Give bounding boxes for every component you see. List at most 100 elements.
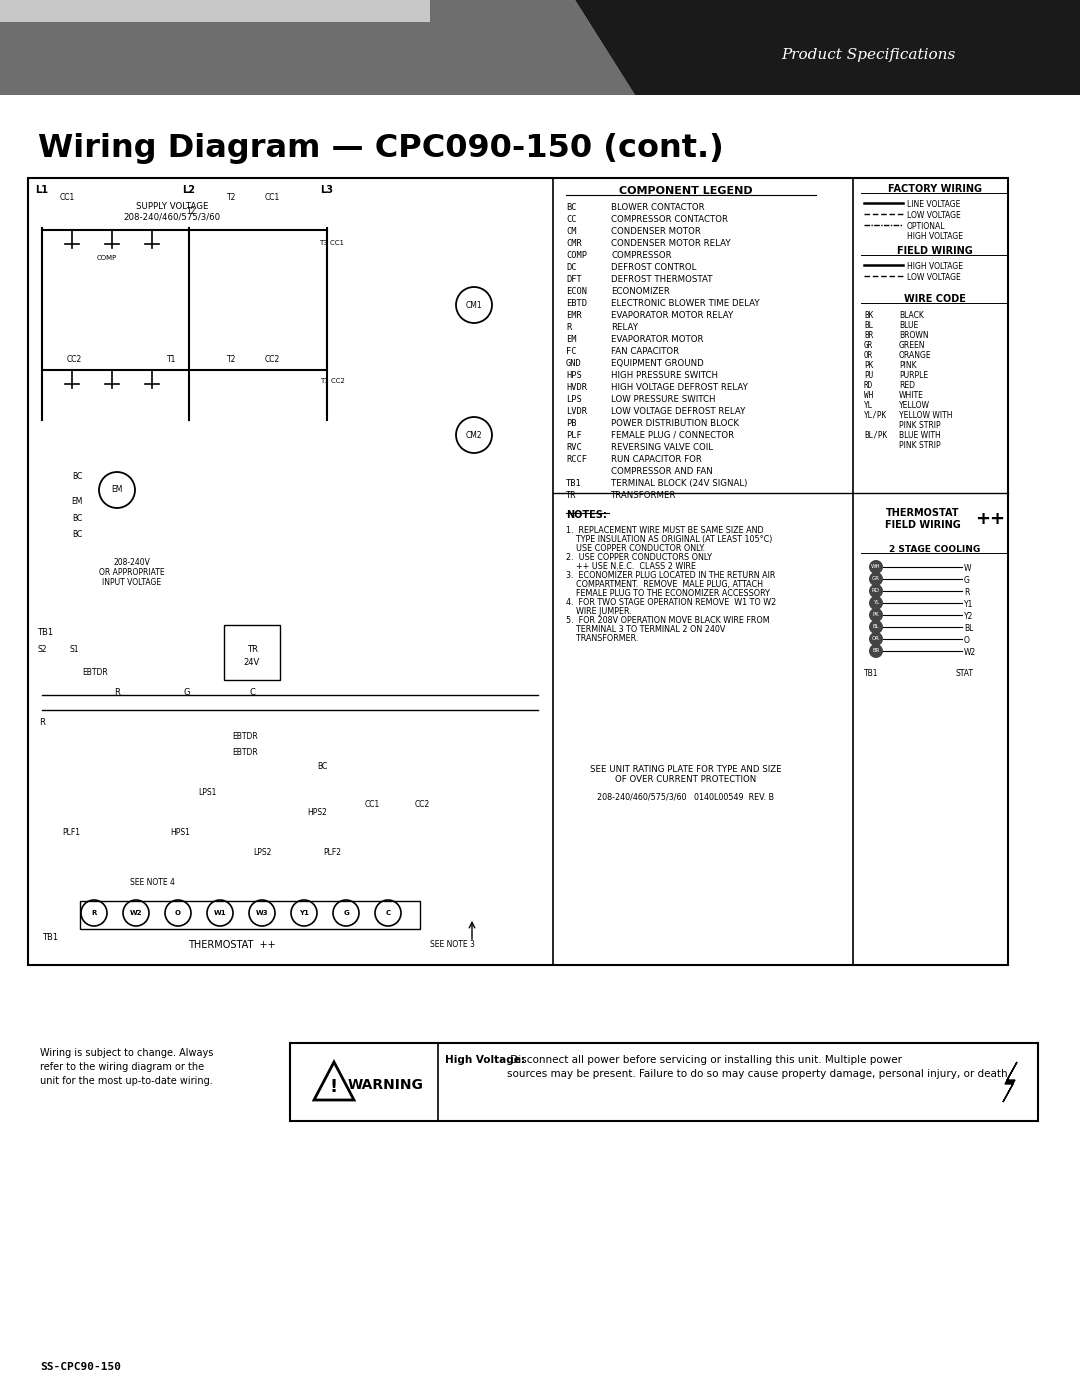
Text: COMP: COMP (97, 256, 117, 261)
Text: WARNING: WARNING (348, 1078, 424, 1092)
Text: GR: GR (872, 577, 880, 581)
Text: LOW VOLTAGE: LOW VOLTAGE (907, 272, 961, 282)
Text: CC2: CC2 (265, 355, 280, 365)
Text: LPS1: LPS1 (198, 788, 216, 798)
Text: BC: BC (566, 203, 577, 212)
Text: T3 CC1: T3 CC1 (320, 240, 345, 246)
Text: 2.  USE COPPER CONDUCTORS ONLY: 2. USE COPPER CONDUCTORS ONLY (566, 553, 712, 562)
Text: CC1: CC1 (59, 193, 75, 203)
Text: PU: PU (864, 372, 874, 380)
Text: YL: YL (873, 601, 879, 605)
Text: ++ USE N.E.C.  CLASS 2 WIRE: ++ USE N.E.C. CLASS 2 WIRE (566, 562, 696, 571)
Text: BC: BC (316, 761, 327, 771)
Text: EVAPORATOR MOTOR RELAY: EVAPORATOR MOTOR RELAY (611, 312, 733, 320)
Text: SEE NOTE 4: SEE NOTE 4 (130, 877, 175, 887)
Text: Y2: Y2 (964, 612, 973, 622)
Text: S2: S2 (37, 645, 46, 654)
Text: G: G (184, 687, 190, 697)
Text: TB1: TB1 (37, 629, 53, 637)
Text: RED: RED (899, 381, 915, 390)
Bar (28, 177, 1008, 965)
Text: RVC: RVC (566, 443, 582, 453)
Text: CMR: CMR (566, 239, 582, 249)
Text: COMP: COMP (566, 251, 588, 260)
Text: FACTORY WIRING: FACTORY WIRING (888, 184, 982, 194)
Text: Y1: Y1 (299, 909, 309, 916)
Text: CONDENSER MOTOR: CONDENSER MOTOR (611, 226, 701, 236)
Text: HPS1: HPS1 (170, 828, 190, 837)
Text: HVDR: HVDR (566, 383, 588, 393)
Text: TB1: TB1 (864, 669, 878, 678)
Text: OR APPROPRIATE: OR APPROPRIATE (99, 569, 165, 577)
Bar (80, 901, 420, 929)
Text: WH: WH (864, 391, 874, 400)
Text: TYPE INSULATION AS ORIGINAL (AT LEAST 105°C): TYPE INSULATION AS ORIGINAL (AT LEAST 10… (566, 535, 772, 543)
Text: LINE VOLTAGE: LINE VOLTAGE (907, 200, 960, 210)
Text: COMPRESSOR CONTACTOR: COMPRESSOR CONTACTOR (611, 215, 728, 224)
Text: BL: BL (964, 624, 973, 633)
Text: BC: BC (72, 514, 82, 522)
Polygon shape (0, 0, 635, 95)
Text: L1: L1 (36, 184, 49, 196)
Text: RD: RD (864, 381, 874, 390)
Text: DC: DC (566, 263, 577, 272)
Text: FEMALE PLUG / CONNECTOR: FEMALE PLUG / CONNECTOR (611, 432, 734, 440)
Text: T2: T2 (227, 355, 237, 365)
Text: EM: EM (71, 497, 83, 506)
Text: 3.  ECONOMIZER PLUG LOCATED IN THE RETURN AIR: 3. ECONOMIZER PLUG LOCATED IN THE RETURN… (566, 571, 775, 580)
Text: W3: W3 (256, 909, 268, 916)
Text: SEE UNIT RATING PLATE FOR TYPE AND SIZE: SEE UNIT RATING PLATE FOR TYPE AND SIZE (590, 766, 782, 774)
Text: COMPRESSOR AND FAN: COMPRESSOR AND FAN (611, 467, 713, 476)
Text: TERMINAL 3 TO TERMINAL 2 ON 240V: TERMINAL 3 TO TERMINAL 2 ON 240V (566, 624, 726, 634)
Circle shape (869, 597, 883, 610)
Text: TB1: TB1 (42, 933, 58, 942)
Text: PINK STRIP: PINK STRIP (899, 441, 941, 450)
Text: BROWN: BROWN (899, 331, 929, 339)
Text: PINK STRIP: PINK STRIP (899, 420, 941, 430)
Text: DFT: DFT (566, 275, 582, 284)
Text: EMR: EMR (566, 312, 582, 320)
Text: CC2: CC2 (415, 800, 430, 809)
Text: BL: BL (864, 321, 874, 330)
Text: FIELD WIRING: FIELD WIRING (896, 246, 972, 256)
Text: HPS2: HPS2 (307, 807, 327, 817)
Polygon shape (314, 1062, 354, 1099)
Text: BL: BL (873, 624, 879, 630)
Text: 1.  REPLACEMENT WIRE MUST BE SAME SIZE AND: 1. REPLACEMENT WIRE MUST BE SAME SIZE AN… (566, 527, 764, 535)
Text: SS-CPC90-150: SS-CPC90-150 (40, 1362, 121, 1372)
Text: ORANGE: ORANGE (899, 351, 932, 360)
Text: GREEN: GREEN (899, 341, 926, 351)
Text: FEMALE PLUG TO THE ECONOMIZER ACCESSORY: FEMALE PLUG TO THE ECONOMIZER ACCESSORY (566, 590, 770, 598)
Text: T2: T2 (187, 207, 197, 217)
Text: BR: BR (864, 331, 874, 339)
Text: YL: YL (864, 401, 874, 409)
Text: L2: L2 (183, 184, 195, 196)
Text: BL/PK: BL/PK (864, 432, 887, 440)
Text: R: R (566, 323, 571, 332)
Text: DEFROST CONTROL: DEFROST CONTROL (611, 263, 697, 272)
Text: ELECTRONIC BLOWER TIME DELAY: ELECTRONIC BLOWER TIME DELAY (611, 299, 759, 307)
Text: R: R (114, 687, 120, 697)
Text: INPUT VOLTAGE: INPUT VOLTAGE (103, 578, 162, 587)
Text: ECONOMIZER: ECONOMIZER (611, 286, 670, 296)
Text: HIGH VOLTAGE: HIGH VOLTAGE (907, 263, 963, 271)
Text: YELLOW: YELLOW (899, 401, 930, 409)
Text: W1: W1 (214, 909, 227, 916)
Text: LPS2: LPS2 (253, 848, 271, 856)
Text: HIGH VOLTAGE DEFROST RELAY: HIGH VOLTAGE DEFROST RELAY (611, 383, 747, 393)
Text: CONDENSER MOTOR RELAY: CONDENSER MOTOR RELAY (611, 239, 731, 249)
Text: COMPONENT LEGEND: COMPONENT LEGEND (619, 186, 753, 196)
Text: TRANSFORMER: TRANSFORMER (611, 490, 676, 500)
Text: EBTDR: EBTDR (232, 747, 258, 757)
Text: DEFROST THERMOSTAT: DEFROST THERMOSTAT (611, 275, 713, 284)
Text: FC: FC (566, 346, 577, 356)
Text: BR: BR (873, 648, 880, 654)
Text: RUN CAPACITOR FOR: RUN CAPACITOR FOR (611, 455, 702, 464)
Text: THERMOSTAT  ++: THERMOSTAT ++ (188, 940, 275, 950)
Text: BLOWER CONTACTOR: BLOWER CONTACTOR (611, 203, 704, 212)
Text: CC1: CC1 (265, 193, 280, 203)
Circle shape (869, 631, 883, 645)
Text: PINK: PINK (899, 360, 917, 370)
Text: PLF: PLF (566, 432, 582, 440)
Text: PLF1: PLF1 (62, 828, 80, 837)
